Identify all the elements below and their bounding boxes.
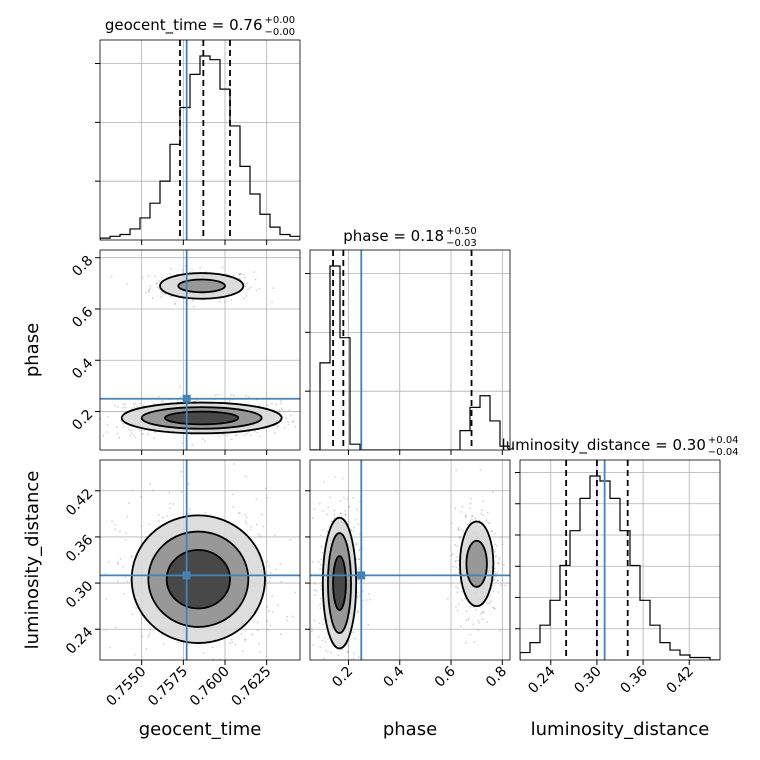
panel-phase-vs-luminosity_distance-contour-1-0 bbox=[459, 520, 495, 608]
hist-luminosity_distance-bg bbox=[520, 460, 720, 660]
panel-geocent_time-vs-phase-contour-0-0 bbox=[159, 272, 245, 300]
panel-geocent_time-vs-luminosity_distance-ytick-label-3: 0.42 bbox=[63, 486, 96, 519]
title-luminosity_distance: luminosity_distance = 0.30 +0.04−0.04 bbox=[501, 435, 738, 458]
hist-geocent_time bbox=[95, 39, 301, 245]
panel-geocent_time-vs-luminosity_distance-truth-marker bbox=[182, 571, 191, 580]
hist-phase-frame bbox=[309, 249, 511, 451]
axis-labels: geocent_time phase luminosity_distance p… bbox=[22, 323, 709, 740]
panel-geocent_time-vs-phase-contour-1-1 bbox=[140, 406, 263, 430]
panel-phase-vs-luminosity_distance-contour-0-2 bbox=[332, 555, 347, 611]
hist-luminosity_distance-frame bbox=[519, 459, 721, 661]
hist-geocent_time-bars bbox=[100, 55, 300, 240]
panel-geocent_time-vs-phase-ytick-label-1: 0.4 bbox=[69, 355, 96, 382]
panel-phase-vs-luminosity_distance-density-0-2 bbox=[333, 556, 346, 610]
panel-geocent_time-vs-phase-density-0-1 bbox=[178, 279, 226, 293]
panels: 0.24 0.30 0.36 0.42 0.2 0.4 0.6 0.8 0.75500.7575… bbox=[63, 39, 721, 710]
panel-geocent_time-vs-phase-ytick-label-3: 0.8 bbox=[69, 253, 96, 280]
panel-geocent_time-vs-phase-contour-1-2 bbox=[164, 410, 240, 426]
panel-geocent_time-vs-luminosity_distance-xtick-label-1: 0.7575 bbox=[145, 664, 191, 710]
panel-geocent_time-vs-luminosity_distance-contour-0-0 bbox=[130, 514, 266, 644]
panel-geocent_time-vs-phase-frame bbox=[99, 249, 301, 451]
title-geocent_time: geocent_time = 0.76 +0.00−0.00 bbox=[105, 15, 295, 38]
hist-luminosity_distance: 0.24 0.30 0.36 0.42 bbox=[515, 459, 721, 697]
panel-geocent_time-vs-luminosity_distance-xtick-label-2: 0.7600 bbox=[187, 664, 233, 710]
panel-geocent_time-vs-luminosity_distance-frame bbox=[99, 459, 301, 661]
title-minus-1: −0.03 bbox=[446, 238, 477, 249]
hist-luminosity_distance-xtick-label-3: 0.42 bbox=[664, 664, 697, 697]
panel-phase-vs-luminosity_distance-contour-0-1 bbox=[327, 532, 352, 634]
title-minus-2: −0.04 bbox=[708, 447, 739, 458]
panel-phase-vs-luminosity_distance-xtick-label-3: 0.8 bbox=[483, 664, 510, 691]
xlabel-luminosity_distance: luminosity_distance bbox=[531, 719, 710, 740]
xlabel-phase: phase bbox=[383, 719, 437, 740]
hist-luminosity_distance-xtick-label-2: 0.36 bbox=[618, 663, 651, 696]
panel-phase-vs-luminosity_distance-contour-0-0 bbox=[321, 516, 358, 650]
titles: geocent_time = 0.76 +0.00−0.00 phase = 0.1… bbox=[105, 15, 739, 458]
panel-geocent_time-vs-luminosity_distance-density-0-2 bbox=[166, 550, 230, 609]
panel-geocent_time-vs-phase-contour-0-1 bbox=[177, 278, 226, 294]
title-minus-0: −0.00 bbox=[265, 27, 296, 38]
xlabel-geocent_time: geocent_time bbox=[139, 719, 262, 740]
title-plus-2: +0.04 bbox=[708, 435, 739, 446]
panel-phase-vs-luminosity_distance-xtick-label-2: 0.6 bbox=[432, 663, 459, 690]
panel-geocent_time-vs-luminosity_distance-ytick-label-0: 0.24 bbox=[63, 624, 96, 657]
panel-geocent_time-vs-phase-truth-marker bbox=[182, 394, 191, 403]
hist-luminosity_distance-bars bbox=[520, 475, 720, 660]
hist-luminosity_distance-xtick-label-0: 0.24 bbox=[525, 663, 558, 696]
panel-geocent_time-vs-luminosity_distance-xtick-label-0: 0.7550 bbox=[104, 664, 150, 710]
panel-geocent_time-vs-luminosity_distance-ytick-label-1: 0.30 bbox=[63, 578, 96, 611]
hist-phase-bars bbox=[310, 265, 510, 450]
hist-geocent_time-frame bbox=[99, 39, 301, 241]
panel-geocent_time-vs-luminosity_distance-contour-0-2 bbox=[165, 549, 231, 610]
ylabel-luminosity_distance: luminosity_distance bbox=[22, 471, 43, 650]
title-main-2: luminosity_distance = 0.30 bbox=[501, 436, 705, 455]
panel-geocent_time-vs-luminosity_distance-contour-0-1 bbox=[147, 530, 250, 628]
title-plus-1: +0.50 bbox=[446, 226, 477, 237]
hist-phase bbox=[305, 249, 511, 455]
panel-phase-vs-luminosity_distance-contour-1-1 bbox=[465, 539, 488, 588]
panel-geocent_time-vs-phase-ytick-label-2: 0.6 bbox=[69, 304, 96, 331]
ylabel-phase: phase bbox=[22, 323, 43, 377]
panel-geocent_time-vs-phase: 0.2 0.4 0.6 0.8 bbox=[69, 249, 301, 455]
panel-phase-vs-luminosity_distance-xtick-label-0: 0.2 bbox=[329, 664, 356, 691]
hist-luminosity_distance-xtick-label-1: 0.30 bbox=[571, 664, 604, 697]
title-phase: phase = 0.18 +0.50−0.03 bbox=[343, 226, 476, 249]
panel-phase-vs-luminosity_distance: 0.2 0.4 0.6 0.8 bbox=[305, 459, 511, 691]
panel-geocent_time-vs-phase-ytick-label-0: 0.2 bbox=[69, 407, 96, 434]
panel-geocent_time-vs-luminosity_distance-xtick-label-3: 0.7625 bbox=[229, 664, 275, 710]
title-plus-0: +0.00 bbox=[265, 15, 296, 26]
title-main-0: geocent_time = 0.76 bbox=[105, 16, 263, 35]
panel-phase-vs-luminosity_distance-xtick-label-1: 0.4 bbox=[381, 663, 408, 690]
panel-geocent_time-vs-luminosity_distance-ytick-label-2: 0.36 bbox=[63, 532, 96, 565]
panel-phase-vs-luminosity_distance-truth-marker bbox=[357, 571, 366, 580]
panel-geocent_time-vs-phase-contour-1-0 bbox=[120, 401, 283, 435]
title-main-1: phase = 0.18 bbox=[343, 227, 444, 245]
panel-phase-vs-luminosity_distance-frame bbox=[309, 459, 511, 661]
panel-geocent_time-vs-phase-density-1-2 bbox=[165, 411, 239, 425]
